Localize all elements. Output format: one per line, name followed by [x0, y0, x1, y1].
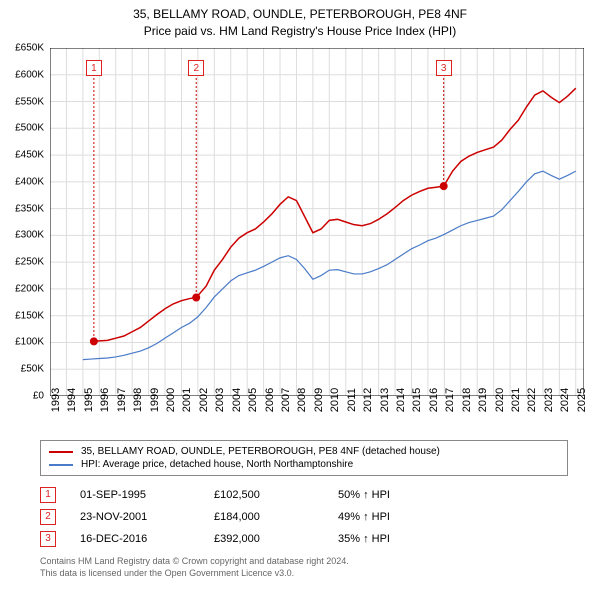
y-tick-label: £200K	[4, 283, 44, 294]
x-tick-label: 1993	[50, 388, 62, 412]
sale-row-marker: 3	[40, 531, 56, 547]
sale-marker-2: 2	[188, 60, 204, 76]
x-tick-label: 2012	[362, 388, 374, 412]
y-tick-label: £0	[4, 391, 44, 402]
sale-hpi: 50% ↑ HPI	[338, 489, 478, 501]
chart-container: 35, BELLAMY ROAD, OUNDLE, PETERBOROUGH, …	[0, 0, 600, 590]
x-tick-label: 2019	[477, 388, 489, 412]
title-block: 35, BELLAMY ROAD, OUNDLE, PETERBOROUGH, …	[0, 0, 600, 40]
footer: Contains HM Land Registry data © Crown c…	[40, 556, 349, 579]
x-tick-label: 2017	[444, 388, 456, 412]
y-tick-label: £600K	[4, 69, 44, 80]
x-tick-label: 1998	[132, 388, 144, 412]
y-tick-label: £500K	[4, 123, 44, 134]
x-tick-label: 1999	[149, 388, 161, 412]
x-tick-label: 2002	[198, 388, 210, 412]
x-tick-label: 1994	[66, 388, 78, 412]
x-tick-label: 2001	[181, 388, 193, 412]
x-tick-label: 2014	[395, 388, 407, 412]
sale-date: 01-SEP-1995	[80, 489, 190, 501]
x-tick-label: 1997	[116, 388, 128, 412]
sales-table: 1 01-SEP-1995 £102,500 50% ↑ HPI 2 23-NOV-200…	[40, 484, 568, 550]
x-tick-label: 2007	[280, 388, 292, 412]
legend-row-property: 35, BELLAMY ROAD, OUNDLE, PETERBOROUGH, …	[49, 445, 559, 458]
sale-price: £102,500	[214, 489, 314, 501]
sale-row-marker: 2	[40, 509, 56, 525]
footer-line1: Contains HM Land Registry data © Crown c…	[40, 556, 349, 568]
y-tick-label: £550K	[4, 96, 44, 107]
x-tick-label: 2015	[411, 388, 423, 412]
x-tick-label: 2004	[231, 388, 243, 412]
x-tick-label: 2024	[559, 388, 571, 412]
x-tick-label: 2000	[165, 388, 177, 412]
legend-swatch-property	[49, 451, 73, 453]
x-tick-label: 2021	[510, 388, 522, 412]
y-tick-label: £150K	[4, 310, 44, 321]
y-tick-label: £400K	[4, 176, 44, 187]
x-tick-label: 2016	[428, 388, 440, 412]
chart-svg	[50, 48, 584, 396]
x-tick-label: 2020	[494, 388, 506, 412]
x-tick-label: 1996	[99, 388, 111, 412]
sale-marker-1: 1	[86, 60, 102, 76]
x-tick-label: 2023	[543, 388, 555, 412]
sale-row: 1 01-SEP-1995 £102,500 50% ↑ HPI	[40, 484, 568, 506]
sale-date: 16-DEC-2016	[80, 533, 190, 545]
x-tick-label: 2005	[247, 388, 259, 412]
legend-swatch-hpi	[49, 464, 73, 466]
legend-label-hpi: HPI: Average price, detached house, Nort…	[81, 459, 353, 470]
x-tick-label: 1995	[83, 388, 95, 412]
x-tick-label: 2008	[296, 388, 308, 412]
legend: 35, BELLAMY ROAD, OUNDLE, PETERBOROUGH, …	[40, 440, 568, 476]
sale-price: £392,000	[214, 533, 314, 545]
sale-row: 3 16-DEC-2016 £392,000 35% ↑ HPI	[40, 528, 568, 550]
title-subtitle: Price paid vs. HM Land Registry's House …	[0, 23, 600, 40]
y-tick-label: £50K	[4, 364, 44, 375]
legend-row-hpi: HPI: Average price, detached house, Nort…	[49, 458, 559, 471]
y-tick-label: £450K	[4, 150, 44, 161]
sale-price: £184,000	[214, 511, 314, 523]
sale-row-marker: 1	[40, 487, 56, 503]
title-address: 35, BELLAMY ROAD, OUNDLE, PETERBOROUGH, …	[0, 6, 600, 23]
sale-row: 2 23-NOV-2001 £184,000 49% ↑ HPI	[40, 506, 568, 528]
x-tick-label: 2022	[526, 388, 538, 412]
sale-marker-3: 3	[436, 60, 452, 76]
x-tick-label: 2010	[329, 388, 341, 412]
y-tick-label: £300K	[4, 230, 44, 241]
y-tick-label: £350K	[4, 203, 44, 214]
x-tick-label: 2006	[264, 388, 276, 412]
x-tick-label: 2003	[214, 388, 226, 412]
sale-hpi: 35% ↑ HPI	[338, 533, 478, 545]
x-tick-label: 2009	[313, 388, 325, 412]
x-tick-label: 2013	[379, 388, 391, 412]
footer-line2: This data is licensed under the Open Gov…	[40, 568, 349, 580]
y-tick-label: £250K	[4, 257, 44, 268]
y-tick-label: £100K	[4, 337, 44, 348]
x-tick-label: 2025	[576, 388, 588, 412]
y-tick-label: £650K	[4, 43, 44, 54]
x-tick-label: 2018	[461, 388, 473, 412]
x-tick-label: 2011	[346, 388, 358, 412]
sale-hpi: 49% ↑ HPI	[338, 511, 478, 523]
chart-area: 123£0£50K£100K£150K£200K£250K£300K£350K£…	[50, 48, 584, 396]
legend-label-property: 35, BELLAMY ROAD, OUNDLE, PETERBOROUGH, …	[81, 446, 440, 457]
sale-date: 23-NOV-2001	[80, 511, 190, 523]
